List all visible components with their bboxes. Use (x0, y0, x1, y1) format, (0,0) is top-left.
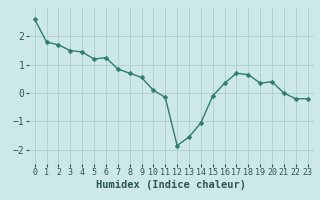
X-axis label: Humidex (Indice chaleur): Humidex (Indice chaleur) (96, 180, 246, 190)
